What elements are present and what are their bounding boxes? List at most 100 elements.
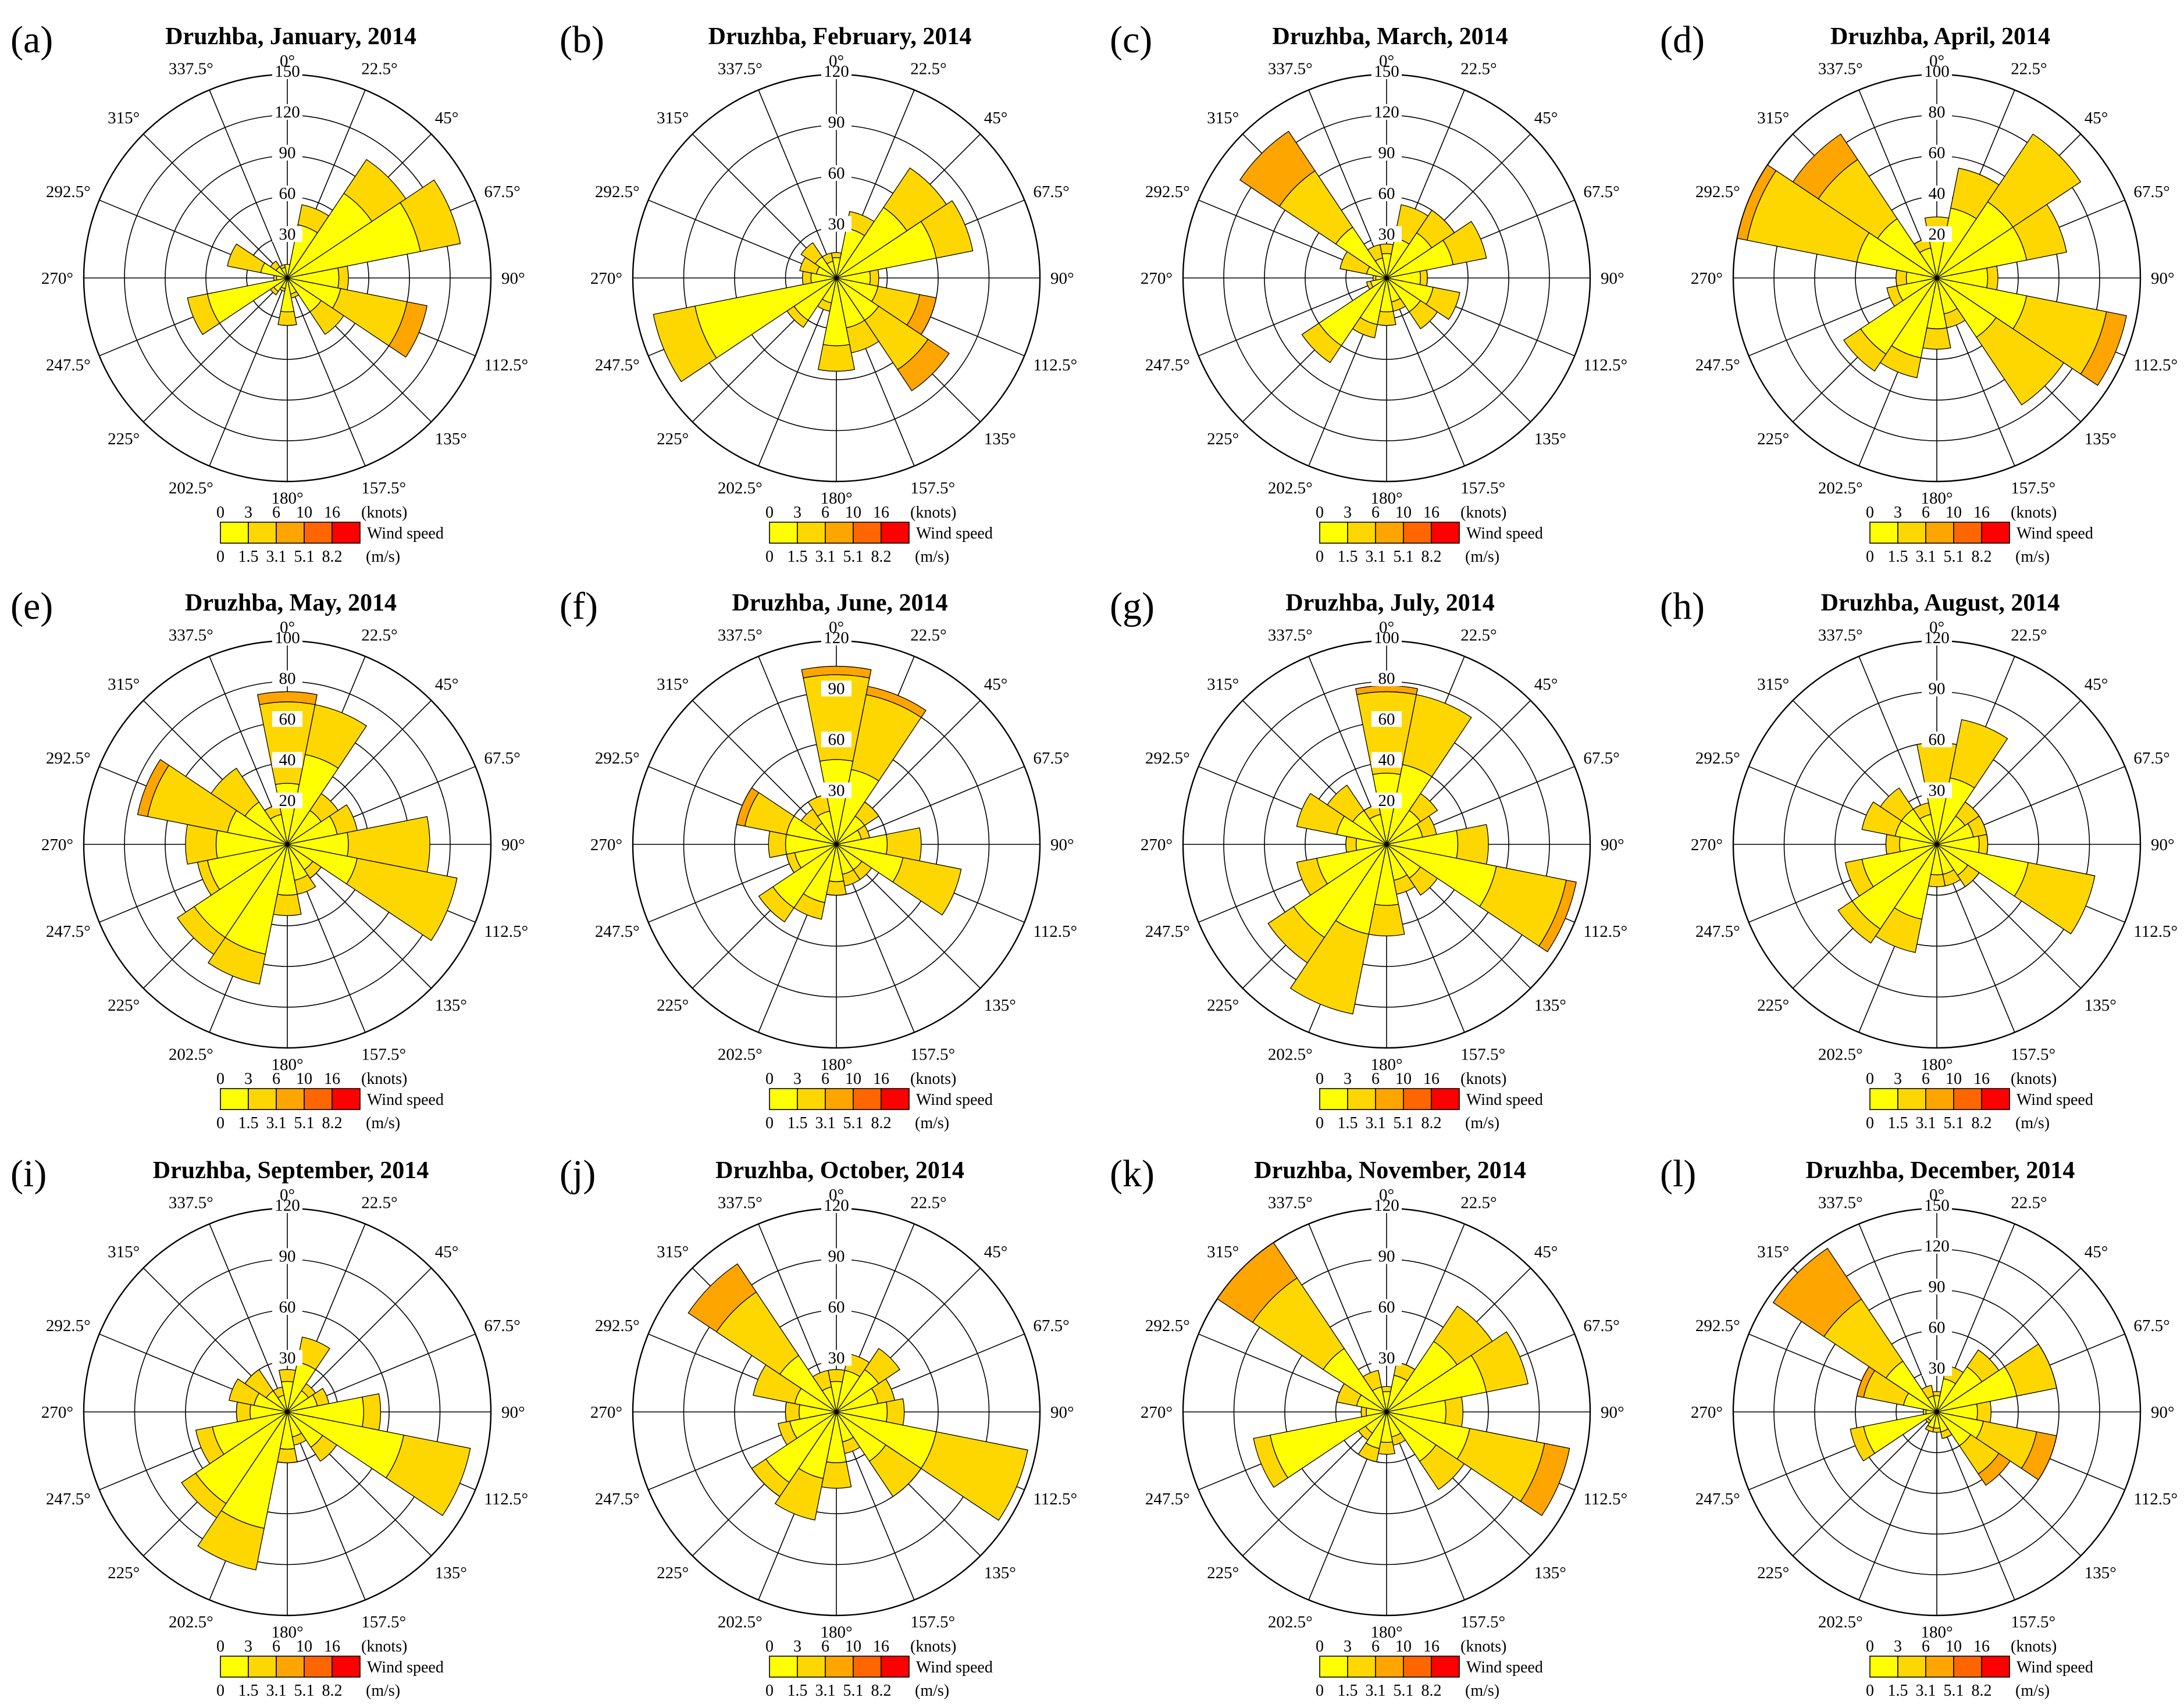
direction-label: 135° [1534,430,1566,448]
legend-color-box [797,1088,826,1110]
direction-label: 135° [435,430,467,448]
legend-ms-unit: (m/s) [2015,1682,2050,1700]
panel-title: Druzhba, April, 2014 [1830,23,2050,50]
direction-label: 0° [829,52,844,70]
legend-color-box [220,1656,249,1678]
direction-label: 292.5° [595,1317,640,1335]
ring-label: 120 [1374,1196,1399,1215]
legend-ms-value: 8.2 [322,548,343,566]
direction-label: 67.5° [1033,183,1069,201]
direction-label: 22.5° [910,1194,946,1212]
legend-knots-unit: (knots) [1460,1070,1506,1088]
ring-label-bg [1922,104,1952,120]
legend-knots-value: 6 [821,504,829,522]
ring-label: 100 [1924,62,1950,81]
ring-label: 30 [1929,1359,1946,1378]
direction-label: 292.5° [1695,1317,1740,1335]
legend-knots-value: 0 [765,1070,774,1088]
ring-label-bg [272,1197,302,1213]
sector-202.5-class-2 [1289,920,1370,1015]
legend-knots-value: 0 [216,1638,225,1656]
legend-color-box [1347,1656,1376,1678]
sector-45-class-2 [1987,133,2082,228]
ring-label-bg [272,793,302,808]
sector-45-class-2 [864,1347,901,1385]
legend-color-box [220,522,249,544]
ring-label: 120 [275,103,300,122]
ring-label: 20 [1929,225,1946,244]
direction-label: 315° [1207,1243,1239,1261]
direction-label: 90° [2151,1403,2175,1422]
legend-color-box [1925,522,1954,544]
ring-label-bg [272,1350,302,1366]
direction-label: 247.5° [595,356,640,374]
legend-knots-value: 10 [1395,1070,1412,1088]
direction-label: 225° [1207,430,1239,448]
legend-color-box [248,1656,277,1678]
direction-label: 90° [501,269,525,288]
legend-ms-value: 1.5 [1888,1114,1908,1132]
direction-label: 337.5° [1818,626,1863,645]
ring-label: 120 [824,629,849,647]
legend-knots-value: 3 [1344,1070,1352,1088]
sector-180-class-2 [277,1448,298,1464]
legend-ms-value: 5.1 [294,548,315,566]
legend-knots-value: 3 [244,1638,252,1656]
direction-label: 270° [1691,836,1723,854]
panel-title: Druzhba, December, 2014 [1806,1157,2075,1184]
sector-0-class-3 [1355,685,1419,695]
direction-label: 135° [435,996,467,1015]
sector-247.5-class-2 [1850,1426,1876,1462]
legend-color-box [797,1656,826,1678]
ring-label-bg [272,752,302,768]
legend-knots-value: 6 [821,1638,829,1656]
ring-label-bg [1371,630,1402,645]
ring-label: 120 [1374,103,1399,122]
direction-label: 202.5° [1818,1613,1863,1631]
legend-knots-value: 6 [1922,1638,1930,1656]
sector-112.5-class-2 [345,858,458,941]
direction-label: 45° [1534,1243,1558,1261]
ring-label: 90 [1929,680,1946,698]
direction-label: 315° [1207,109,1239,127]
legend-color-box [1403,522,1432,544]
direction-label: 22.5° [1460,1194,1497,1212]
grid-spoke [758,90,837,279]
direction-label: 67.5° [484,749,520,768]
ring-label-bg [821,114,851,130]
panel-letter: (l) [1660,1153,1696,1195]
ring-label-bg [1922,63,1952,79]
sector-22.5-class-2 [1402,694,1472,777]
legend-color-box [1319,1656,1348,1678]
direction-label: 90° [2151,836,2175,854]
sector-337.5-class-2 [1912,802,1932,820]
sector-90-class-2 [347,816,430,873]
legend-knots-value: 16 [873,1638,889,1656]
ring-label: 30 [1378,1349,1395,1368]
direction-label: 112.5° [2133,1490,2178,1508]
legend-color-box [1403,1656,1432,1678]
ring-label: 30 [279,1349,296,1368]
ring-label-bg [1922,630,1952,645]
ring-label: 20 [279,791,296,810]
ring-label: 60 [828,730,845,749]
direction-label: 225° [108,430,140,448]
legend-color-box [248,1088,277,1110]
sector-315-class-3 [687,1263,757,1333]
direction-label: 112.5° [2133,922,2178,941]
direction-label: 45° [984,109,1008,127]
legend-color-box [1375,522,1404,544]
direction-label: 225° [108,996,140,1015]
ring-label-bg [821,732,851,747]
ring-label-bg [1371,104,1402,120]
ring-label-bg [821,165,851,181]
direction-label: 157.5° [2011,1045,2055,1064]
legend-knots-value: 10 [296,1070,312,1088]
sector-112.5-class-3 [2021,1431,2057,1481]
direction-label: 180° [1921,1055,1953,1074]
legend-ms-value: 1.5 [1338,548,1358,566]
legend-label: Wind speed [367,1658,444,1677]
legend-ms-unit: (m/s) [1465,548,1499,566]
direction-label: 202.5° [1268,1045,1313,1064]
